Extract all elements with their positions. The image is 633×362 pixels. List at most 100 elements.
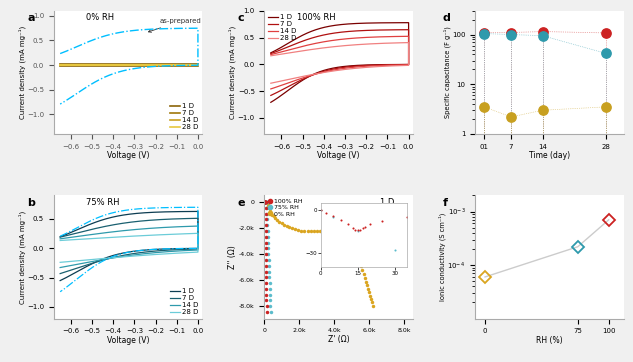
14 D	[56, 237, 64, 241]
7 D	[392, 28, 399, 32]
Y-axis label: Current density (mA mg⁻¹): Current density (mA mg⁻¹)	[229, 26, 236, 119]
Text: d: d	[442, 13, 451, 23]
28 D	[127, 234, 135, 239]
14 D	[56, 265, 64, 270]
1 D	[392, 21, 399, 25]
14 D	[404, 34, 412, 38]
Text: b: b	[27, 198, 35, 208]
Line: 14 D: 14 D	[271, 36, 408, 89]
28 D	[267, 54, 275, 58]
1 D	[181, 209, 189, 214]
14 D	[380, 63, 387, 68]
14 D	[358, 64, 366, 69]
1 D	[127, 212, 135, 216]
28 D	[147, 253, 155, 257]
28 D	[338, 44, 346, 48]
Y-axis label: Ionic conductivity (S cm⁻¹): Ionic conductivity (S cm⁻¹)	[439, 213, 446, 301]
X-axis label: RH (%): RH (%)	[536, 336, 563, 345]
Text: f: f	[442, 198, 448, 208]
Y-axis label: Current density (mA mg⁻¹): Current density (mA mg⁻¹)	[18, 26, 25, 119]
1 D	[335, 65, 342, 70]
Point	[506, 31, 516, 37]
Point	[506, 114, 516, 120]
28 D	[335, 68, 342, 72]
1 D	[147, 247, 155, 252]
14 D	[338, 37, 346, 42]
1 D	[56, 278, 64, 283]
1 D	[267, 100, 275, 105]
Legend: 1 D, 7 D, 14 D, 28 D: 1 D, 7 D, 14 D, 28 D	[170, 288, 199, 315]
1 D	[358, 63, 366, 67]
Text: 100% RH: 100% RH	[297, 13, 335, 22]
Point	[601, 104, 611, 110]
28 D	[169, 251, 177, 256]
14 D	[267, 52, 275, 57]
14 D	[316, 41, 323, 45]
14 D	[105, 230, 113, 235]
Y-axis label: Current density (mA mg⁻¹): Current density (mA mg⁻¹)	[18, 210, 25, 304]
Text: a: a	[27, 13, 35, 23]
X-axis label: Voltage (V): Voltage (V)	[107, 151, 149, 160]
1 D	[56, 235, 64, 239]
X-axis label: Z' (Ω): Z' (Ω)	[328, 335, 349, 344]
1 D	[105, 216, 113, 220]
7 D	[56, 272, 64, 276]
Point	[479, 31, 489, 37]
1 D	[380, 62, 387, 67]
14 D	[127, 228, 135, 232]
Y-axis label: Z'' (Ω): Z'' (Ω)	[229, 245, 237, 269]
28 D	[105, 235, 113, 240]
7 D	[127, 220, 135, 224]
Text: 75% RH: 75% RH	[87, 198, 120, 207]
7 D	[124, 252, 132, 257]
1 D	[267, 51, 275, 55]
28 D	[404, 41, 412, 45]
14 D	[194, 224, 202, 228]
Legend: 1 D, 7 D, 14 D, 28 D: 1 D, 7 D, 14 D, 28 D	[268, 14, 297, 42]
Text: as-prepared: as-prepared	[149, 18, 201, 32]
1 D	[338, 22, 346, 27]
28 D	[56, 238, 64, 243]
Point	[479, 30, 489, 35]
Line: 28 D: 28 D	[271, 43, 408, 83]
14 D	[181, 224, 189, 229]
Point	[601, 50, 611, 56]
7 D	[194, 216, 202, 220]
7 D	[338, 30, 346, 34]
1 D	[124, 250, 132, 254]
7 D	[404, 28, 412, 32]
14 D	[392, 34, 399, 39]
Text: 1 D: 1 D	[380, 198, 394, 207]
Text: c: c	[238, 13, 244, 23]
7 D	[358, 63, 366, 68]
1 D	[194, 209, 202, 214]
14 D	[267, 87, 275, 91]
14 D	[169, 249, 177, 253]
14 D	[147, 251, 155, 255]
28 D	[194, 231, 202, 236]
14 D	[335, 67, 342, 71]
Point	[537, 29, 548, 34]
7 D	[316, 34, 323, 38]
28 D	[124, 254, 132, 259]
X-axis label: Voltage (V): Voltage (V)	[317, 151, 360, 160]
Text: 0% RH: 0% RH	[87, 13, 115, 22]
7 D	[169, 248, 177, 252]
X-axis label: Time (day): Time (day)	[529, 151, 570, 160]
28 D	[56, 260, 64, 265]
7 D	[105, 223, 113, 228]
14 D	[124, 253, 132, 258]
28 D	[181, 232, 189, 236]
Legend: 1 D, 7 D, 14 D, 28 D: 1 D, 7 D, 14 D, 28 D	[170, 103, 199, 130]
Y-axis label: Specific capacitance (F g⁻¹): Specific capacitance (F g⁻¹)	[443, 26, 451, 118]
Point	[479, 104, 489, 110]
7 D	[267, 51, 275, 56]
Line: 28 D: 28 D	[60, 233, 198, 262]
Line: 7 D: 7 D	[271, 30, 408, 96]
Point	[506, 30, 516, 35]
Text: e: e	[238, 198, 245, 208]
7 D	[380, 63, 387, 67]
28 D	[392, 41, 399, 45]
Legend: 100% RH, 75% RH, 0% RH: 100% RH, 75% RH, 0% RH	[268, 199, 303, 216]
7 D	[147, 249, 155, 253]
